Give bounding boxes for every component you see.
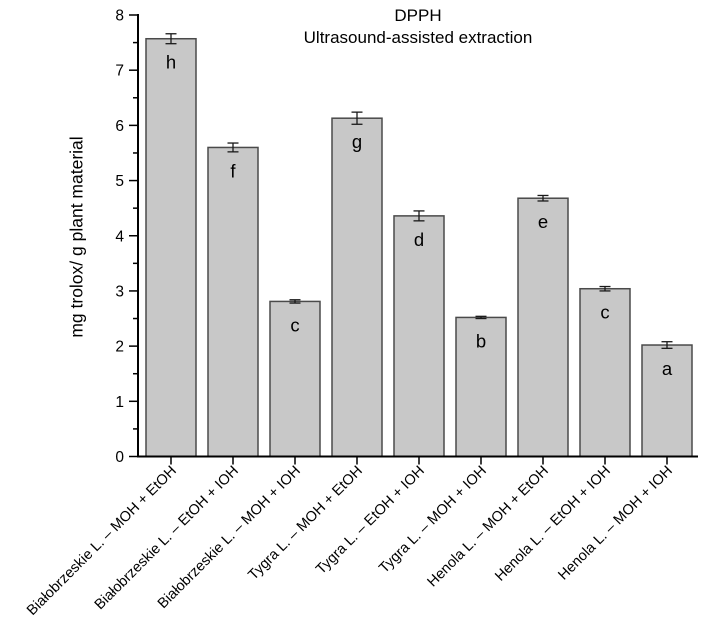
y-tick-label: 8	[115, 8, 124, 25]
bar	[331, 117, 383, 458]
bar-letter-label: b	[476, 330, 486, 351]
bar	[641, 344, 693, 458]
bar	[207, 146, 259, 458]
x-category-label: Tygra L. – EtOH + IOH	[313, 463, 428, 578]
y-tick-label: 3	[115, 283, 124, 300]
bar	[455, 316, 507, 458]
x-category-label: Henola L. – MOH + IOH	[555, 463, 675, 583]
y-tick-label: 7	[115, 63, 124, 80]
chart-title-line2: Ultrasound-assisted extraction	[303, 28, 533, 47]
chart-title: DPPH Ultrasound-assisted extraction	[138, 5, 698, 49]
x-category-label: Tygra L. – MOH + EtOH	[245, 463, 365, 583]
bar-letter-label: f	[230, 160, 236, 181]
y-tick-label: 6	[115, 118, 124, 135]
y-tick-label: 1	[115, 394, 124, 411]
bar-letter-label: c	[290, 314, 299, 335]
bar	[517, 197, 569, 458]
y-tick-label: 5	[115, 173, 124, 190]
y-tick-label: 2	[115, 339, 124, 356]
chart-title-line1: DPPH	[394, 6, 442, 25]
bar	[393, 215, 445, 458]
bar	[579, 287, 631, 458]
bar-letter-label: c	[600, 302, 609, 323]
bar-letter-label: h	[166, 52, 176, 73]
bar	[269, 300, 321, 458]
bar-letter-label: g	[352, 131, 362, 152]
bar	[145, 37, 197, 458]
y-tick-label: 4	[115, 228, 124, 245]
y-tick-label: 0	[115, 449, 124, 466]
x-category-label: Tygra L. – MOH + IOH	[376, 463, 490, 577]
bar-letter-label: e	[538, 211, 548, 232]
y-axis-title: mg trolox/ g plant material	[66, 136, 87, 338]
bar-letter-label: d	[414, 229, 424, 250]
bar-letter-label: a	[662, 358, 673, 379]
x-category-label: Henola L. – EtOH + IOH	[492, 463, 614, 585]
x-category-label: Henola L. – MOH + EtOH	[425, 463, 552, 590]
